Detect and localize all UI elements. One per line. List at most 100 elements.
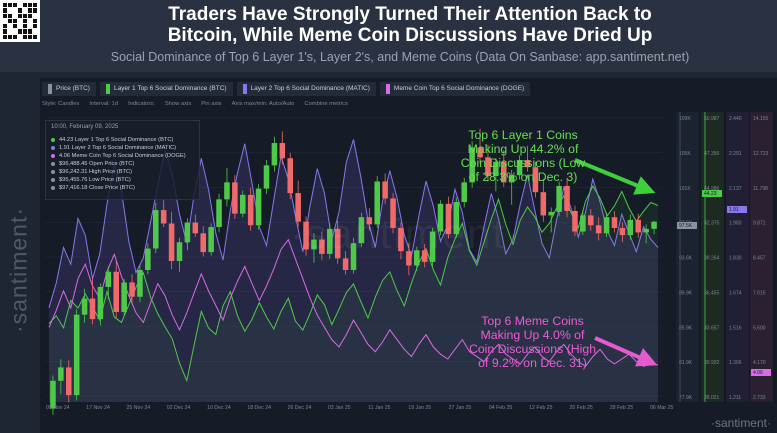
qr-cell — [28, 8, 32, 13]
candle-body — [635, 219, 641, 233]
axis-tick-label: 47.356 — [704, 151, 720, 157]
tooltip-text: $97,416.18 Close Price (BTC) — [59, 185, 135, 191]
qr-cell — [18, 3, 22, 8]
tooltip-row: $95,455.76 Low Price (BTC) — [51, 176, 194, 184]
qr-cell — [3, 24, 7, 29]
candle-body — [461, 182, 467, 203]
candle-body — [414, 250, 420, 266]
candle-body — [271, 143, 278, 166]
candle-body — [437, 203, 444, 232]
axis-tick-label: 89.9K — [679, 290, 693, 296]
pin-axis-toggle[interactable]: Pin axis — [201, 101, 222, 107]
axis-tick-label: 50.987 — [704, 116, 720, 122]
axis-tick-label: 1.516 — [729, 325, 742, 331]
qr-cell — [33, 13, 37, 18]
combine-metrics-toggle[interactable]: Combine metrics — [304, 101, 348, 107]
tooltip-dot — [51, 178, 55, 182]
axis-tick-label: 7.015 — [753, 290, 766, 296]
qr-cell — [23, 13, 27, 18]
annotation-arrow-green — [574, 158, 656, 195]
axis-tick-label: 1.830 — [729, 256, 742, 262]
qr-cell — [8, 3, 12, 8]
tooltip-date: 10:00, February 09, 2025 — [51, 124, 119, 130]
chart-tooltip: 10:00, February 09, 2025 44.23 Layer 1 T… — [45, 120, 200, 200]
show-axis-toggle[interactable]: Show axis — [164, 101, 192, 107]
qr-cell — [23, 29, 27, 34]
interval-select[interactable]: Interval: 1d — [89, 101, 119, 107]
axis-tick-label: 2.291 — [729, 151, 742, 157]
chart-title-line1: Traders Have Strongly Turned Their Atten… — [168, 4, 652, 25]
candle-body — [240, 194, 246, 214]
axis-tick-label: 11.798 — [753, 186, 768, 192]
annotation-layer1-line: Making Up 44.2% of — [467, 142, 579, 156]
candle-body — [501, 161, 507, 183]
candle-body — [279, 143, 286, 159]
candle-body — [81, 298, 88, 315]
candle-body — [556, 185, 562, 212]
axis-tick-label: 109K — [679, 116, 691, 122]
axis-tick-label: 9.871 — [753, 221, 766, 227]
axis-tick-label: 12.723 — [753, 151, 769, 157]
tooltip-text: $95,455.76 Low Price (BTC) — [59, 177, 131, 183]
tooltip-row: 1.91 Layer 2 Top 6 Social Dominance (MAT… — [51, 144, 194, 152]
candle-body — [508, 175, 515, 183]
candle-body — [366, 217, 373, 225]
legend-item-layer1[interactable]: Layer 1 Top 6 Social Dominance (BTC) — [99, 82, 233, 96]
candle-body — [358, 217, 365, 244]
value-marker — [677, 222, 697, 229]
tooltip-row: 4.06 Meme Coin Top 6 Social Dominance (D… — [51, 152, 194, 160]
x-tick-label: 18 Dec 24 — [247, 405, 271, 411]
qr-cell — [33, 24, 37, 29]
qr-cell — [8, 29, 12, 34]
candle-body — [129, 282, 135, 297]
x-tick-label: 06 Mar 25 — [650, 405, 673, 411]
x-tick-label: 12 Feb 25 — [529, 405, 552, 411]
qr-cell — [8, 24, 12, 29]
qr-cell — [3, 3, 7, 8]
candle-body — [168, 223, 175, 262]
axis-max-min-select[interactable]: Axis max/min: Auto/Auto — [231, 101, 295, 107]
legend-label-price: Price (BTC) — [56, 85, 90, 92]
candle-body — [603, 217, 610, 234]
x-tick-label: 17 Nov 24 — [86, 405, 110, 411]
qr-cell — [13, 18, 17, 24]
header-band — [0, 0, 777, 72]
x-tick-label: 02 Dec 24 — [167, 405, 191, 411]
legend-item-meme[interactable]: Meme Coin Top 6 Social Dominance (DOGE) — [379, 82, 531, 96]
watermark-corner: ·santiment· — [710, 416, 771, 430]
x-tick-label: 28 Feb 25 — [610, 405, 633, 411]
style-select[interactable]: Style: Candles — [42, 101, 80, 107]
candle-body — [564, 185, 570, 211]
value-marker — [751, 369, 771, 376]
legend-item-layer2[interactable]: Layer 2 Top 6 Social Dominance (MATIC) — [236, 82, 376, 96]
axis-tick-label: 14.155 — [753, 116, 769, 122]
indicators-select[interactable]: Indicators: — [128, 101, 155, 107]
annotation-layer1-line: of 28.3% on Dec. 3) — [468, 170, 578, 184]
candle-body — [319, 239, 325, 254]
x-tick-label: 10 Dec 24 — [207, 405, 231, 411]
qr-cell — [8, 34, 12, 39]
qr-cell — [28, 18, 32, 24]
tooltip-dot — [51, 162, 55, 166]
qr-cell — [3, 13, 7, 18]
tooltip-dot — [51, 138, 55, 142]
qr-cell — [28, 24, 32, 29]
candle-body — [643, 228, 649, 233]
legend-item-price[interactable]: Price (BTC) — [42, 82, 96, 96]
axis-tick-label: 5.600 — [753, 325, 766, 331]
qr-cell — [23, 18, 27, 24]
annotation-meme-line: Making Up 4.0% of — [480, 328, 585, 342]
axis-tick-label: 77.9K — [679, 395, 693, 401]
candle-body — [216, 199, 222, 228]
candle-body — [192, 222, 199, 234]
axis-tick-label: 85.9K — [679, 325, 693, 331]
candle-body — [540, 192, 547, 216]
qr-cell — [18, 29, 22, 34]
qr-cell — [28, 29, 32, 34]
candle-body — [611, 217, 618, 228]
axis-tick-label: 30.932 — [704, 360, 720, 366]
qr-cell — [33, 3, 37, 8]
candle-body — [137, 269, 143, 297]
qr-cell — [13, 13, 17, 18]
